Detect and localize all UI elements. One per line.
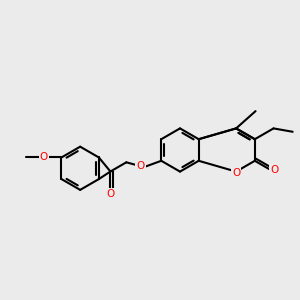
Text: O: O <box>270 165 278 175</box>
Text: O: O <box>232 168 240 178</box>
Text: O: O <box>40 152 48 163</box>
Text: O: O <box>136 161 145 171</box>
Text: O: O <box>106 189 115 199</box>
